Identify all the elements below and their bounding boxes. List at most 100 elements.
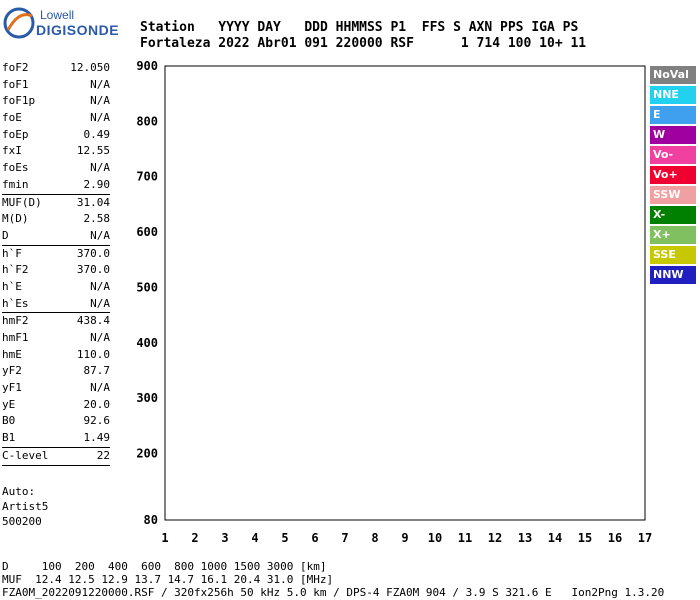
- legend-item: Vo-: [650, 146, 696, 164]
- x-tick-label: 16: [608, 531, 622, 545]
- param-name: B1: [2, 431, 16, 445]
- param-name: D: [2, 228, 9, 242]
- x-tick-label: 7: [341, 531, 348, 545]
- x-tick-label: 5: [281, 531, 288, 545]
- logo-swoosh-icon: [3, 7, 35, 39]
- param-name: foEs: [2, 161, 29, 175]
- param-row: B1 1.49: [2, 430, 110, 447]
- x-tick-labels: 1 2 3 4 5 6 7 8 9 10 11 12 13 14 15 16 17: [161, 531, 652, 545]
- x-tick-label: 1: [161, 531, 168, 545]
- y-tick-label: 300: [136, 391, 158, 405]
- y-tick-label: 200: [136, 447, 158, 461]
- param-name: h`F2: [2, 263, 29, 277]
- param-name: foF1p: [2, 94, 36, 108]
- param-value: 438.4: [76, 314, 110, 328]
- param-row: fxI 12.55: [2, 143, 110, 160]
- x-tick-label: 12: [488, 531, 502, 545]
- legend-item: NNE: [650, 86, 696, 104]
- x-tick-label: 11: [458, 531, 472, 545]
- legend-item: SSE: [650, 246, 696, 264]
- header-values: Fortaleza 2022 Abr01 091 220000 RSF 1 71…: [140, 36, 587, 51]
- legend-item: NNW: [650, 266, 696, 284]
- param-value: N/A: [90, 279, 110, 293]
- param-row: yF2 87.7: [2, 363, 110, 380]
- param-value: 370.0: [76, 246, 110, 260]
- param-name: MUF(D): [2, 195, 42, 209]
- x-tick-label: 3: [221, 531, 228, 545]
- param-row: foF1p N/A: [2, 93, 110, 110]
- param-value: 2.58: [83, 212, 111, 226]
- param-value: N/A: [90, 381, 110, 395]
- param-name: foF1: [2, 77, 29, 91]
- x-tick-label: 17: [638, 531, 652, 545]
- param-row: foF1 N/A: [2, 77, 110, 94]
- param-value: N/A: [90, 228, 110, 242]
- param-value: 2.90: [83, 177, 111, 191]
- logo-line2: DIGISONDE: [36, 22, 120, 38]
- auto-label: Auto:: [2, 485, 36, 498]
- logo-line1: Lowell: [40, 8, 75, 22]
- param-name: B0: [2, 414, 16, 428]
- autoscaling-info: Auto: Artist5 500200: [2, 484, 48, 529]
- x-tick-label: 4: [251, 531, 258, 545]
- footer-file-info: FZA0M_2022091220000.RSF / 320fx256h 50 k…: [2, 586, 665, 599]
- polarization-legend: NoVal NNE E W Vo- Vo+ SSW X- X+ SSE NNW: [650, 66, 696, 286]
- param-value: N/A: [90, 296, 110, 310]
- param-name: hmE: [2, 347, 22, 361]
- param-row: foEp 0.49: [2, 127, 110, 144]
- lowell-digisonde-logo: Lowell DIGISONDE: [2, 4, 132, 44]
- plot-frame: [164, 65, 646, 521]
- x-tick-label: 10: [428, 531, 442, 545]
- y-tick-label: 700: [136, 170, 158, 184]
- auto-software: Artist5: [2, 500, 49, 513]
- param-value: 110.0: [76, 347, 110, 361]
- param-row: foE N/A: [2, 110, 110, 127]
- param-separator: [2, 464, 110, 466]
- x-tick-label: 9: [401, 531, 408, 545]
- x-tick-label: 6: [311, 531, 318, 545]
- param-name: h`Es: [2, 296, 29, 310]
- y-tick-labels: 80 200 300 400 500 600 700 800 900: [136, 59, 158, 527]
- param-name: hmF1: [2, 331, 29, 344]
- param-value: N/A: [90, 161, 110, 175]
- y-tick-label: 400: [136, 336, 158, 350]
- param-value: 0.49: [83, 127, 111, 141]
- param-value: 92.6: [83, 414, 111, 428]
- param-value: 87.7: [83, 364, 111, 378]
- legend-item: Vo+: [650, 166, 696, 184]
- header-labels: Station YYYY DAY DDD HHMMSS P1 FFS S AXN…: [140, 20, 579, 35]
- param-row: D N/A: [2, 228, 110, 245]
- legend-item: NoVal: [650, 66, 696, 84]
- footer-muf: MUF 12.4 12.5 12.9 13.7 14.7 16.1 20.4 3…: [2, 573, 334, 586]
- param-row: h`E N/A: [2, 279, 110, 296]
- legend-item: SSW: [650, 186, 696, 204]
- station-header: Station YYYY DAY DDD HHMMSS P1 FFS S AXN…: [140, 20, 586, 52]
- y-tick-label: 80: [144, 513, 158, 527]
- x-tick-label: 13: [518, 531, 532, 545]
- x-tick-label: 15: [578, 531, 592, 545]
- param-row: MUF(D) 31.04: [2, 195, 110, 212]
- param-value: N/A: [90, 111, 110, 125]
- param-name: C-level: [2, 448, 49, 462]
- param-row: hmF2 438.4: [2, 313, 110, 330]
- param-value: 20.0: [83, 397, 111, 411]
- param-separator: [2, 193, 110, 195]
- param-row: h`Es N/A: [2, 296, 110, 313]
- param-value: N/A: [90, 77, 110, 91]
- param-value: N/A: [90, 94, 110, 108]
- param-separator: [2, 312, 110, 314]
- param-separator: [2, 244, 110, 246]
- param-row: fmin 2.90: [2, 177, 110, 194]
- param-row: yE 20.0: [2, 397, 110, 414]
- param-row: hmE 110.0: [2, 347, 110, 364]
- param-row: hmF1 N/A: [2, 330, 110, 347]
- y-tick-label: 500: [136, 280, 158, 294]
- x-tick-label: 14: [548, 531, 562, 545]
- param-row: yF1 N/A: [2, 380, 110, 397]
- param-separator: [2, 446, 110, 448]
- param-name: foE: [2, 111, 22, 125]
- param-row: foEs N/A: [2, 160, 110, 177]
- x-tick-label: 2: [191, 531, 198, 545]
- param-name: yF2: [2, 364, 22, 378]
- param-name: h`E: [2, 279, 22, 293]
